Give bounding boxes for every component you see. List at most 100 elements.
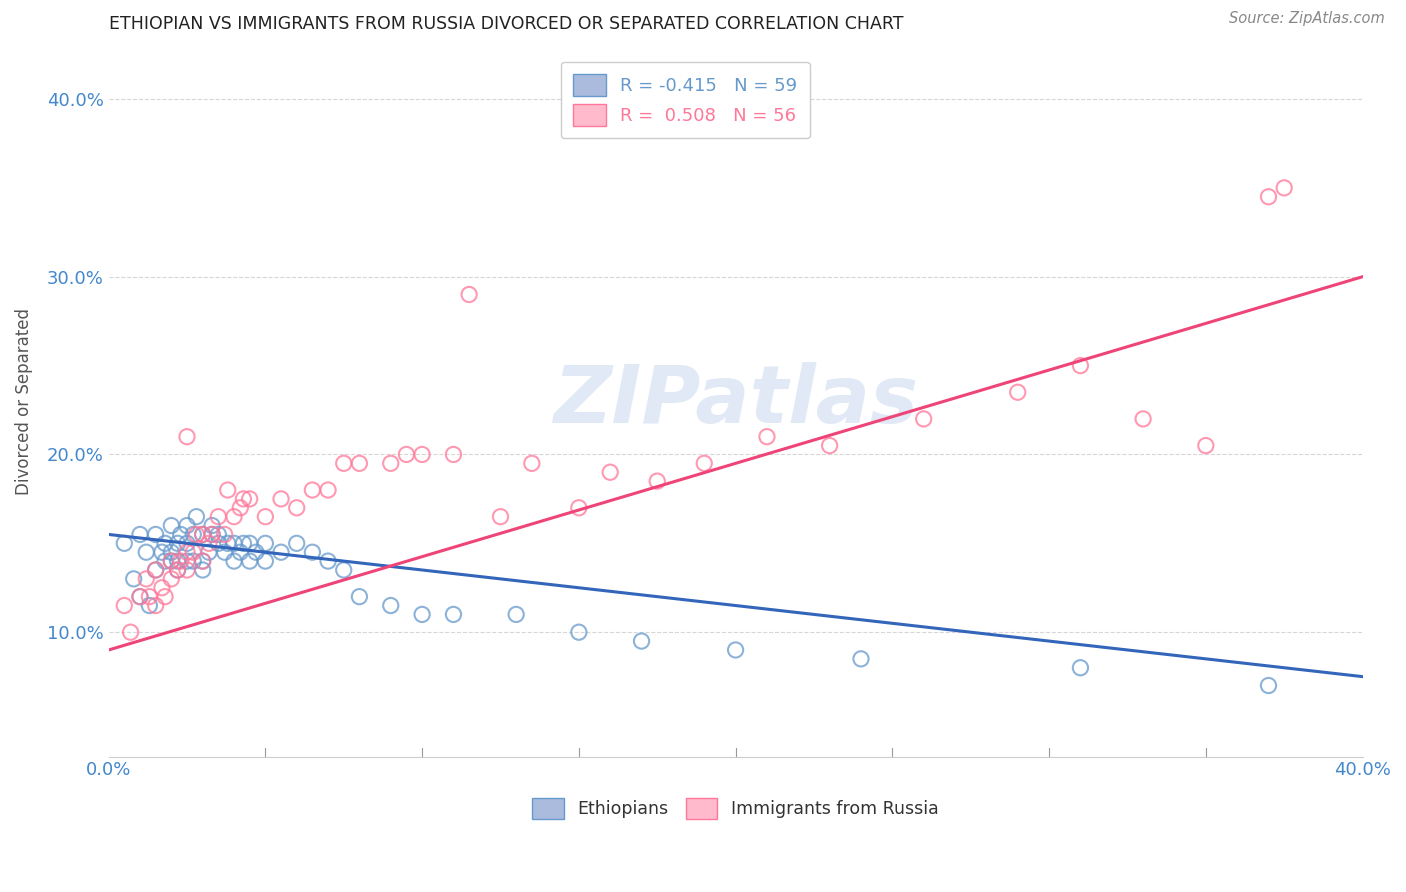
Point <box>153 536 176 550</box>
Point <box>443 607 465 622</box>
Point <box>316 483 339 497</box>
Point <box>217 536 239 550</box>
Point <box>150 581 173 595</box>
Point <box>214 527 236 541</box>
Point <box>229 500 252 515</box>
Point <box>332 456 354 470</box>
Point <box>222 554 245 568</box>
Point <box>176 545 198 559</box>
Point <box>239 554 262 568</box>
Point <box>186 509 208 524</box>
Point <box>191 527 214 541</box>
Point <box>201 518 224 533</box>
Point <box>724 643 747 657</box>
Point <box>145 599 167 613</box>
Point <box>145 527 167 541</box>
Point <box>201 527 224 541</box>
Point <box>349 456 371 470</box>
Point <box>181 527 204 541</box>
Point <box>186 527 208 541</box>
Point <box>166 563 188 577</box>
Point <box>245 545 267 559</box>
Point <box>229 545 252 559</box>
Point <box>316 554 339 568</box>
Point <box>755 430 778 444</box>
Legend: Ethiopians, Immigrants from Russia: Ethiopians, Immigrants from Russia <box>526 791 946 826</box>
Point <box>1195 439 1218 453</box>
Point <box>160 518 183 533</box>
Point <box>443 447 465 461</box>
Point <box>191 554 214 568</box>
Point <box>207 509 229 524</box>
Point <box>630 634 652 648</box>
Point <box>160 554 183 568</box>
Point <box>135 545 157 559</box>
Point <box>150 545 173 559</box>
Point <box>135 572 157 586</box>
Point <box>222 509 245 524</box>
Point <box>411 607 433 622</box>
Point <box>170 554 193 568</box>
Point <box>1272 181 1295 195</box>
Point <box>217 483 239 497</box>
Point <box>645 474 668 488</box>
Point <box>1007 385 1029 400</box>
Point <box>849 652 872 666</box>
Text: ETHIOPIAN VS IMMIGRANTS FROM RUSSIA DIVORCED OR SEPARATED CORRELATION CHART: ETHIOPIAN VS IMMIGRANTS FROM RUSSIA DIVO… <box>108 15 903 33</box>
Point <box>458 287 481 301</box>
Point <box>411 447 433 461</box>
Point <box>270 491 292 506</box>
Point <box>145 563 167 577</box>
Point <box>693 456 716 470</box>
Point <box>1257 190 1279 204</box>
Point <box>1132 412 1154 426</box>
Point <box>181 545 204 559</box>
Point <box>176 518 198 533</box>
Point <box>181 554 204 568</box>
Point <box>166 536 188 550</box>
Point <box>191 563 214 577</box>
Point <box>138 599 160 613</box>
Point <box>301 483 323 497</box>
Point <box>254 536 277 550</box>
Point <box>166 554 188 568</box>
Point <box>112 536 135 550</box>
Text: ZIPatlas: ZIPatlas <box>553 362 918 440</box>
Text: Source: ZipAtlas.com: Source: ZipAtlas.com <box>1229 11 1385 26</box>
Y-axis label: Divorced or Separated: Divorced or Separated <box>15 308 32 495</box>
Point <box>301 545 323 559</box>
Point <box>191 527 214 541</box>
Point <box>112 599 135 613</box>
Point <box>270 545 292 559</box>
Point <box>380 599 402 613</box>
Point <box>232 536 254 550</box>
Point <box>160 554 183 568</box>
Point <box>1257 679 1279 693</box>
Point <box>201 527 224 541</box>
Point <box>818 439 841 453</box>
Point <box>1069 359 1091 373</box>
Point <box>176 430 198 444</box>
Point <box>145 563 167 577</box>
Point <box>198 536 221 550</box>
Point <box>395 447 418 461</box>
Point <box>129 590 152 604</box>
Point <box>214 545 236 559</box>
Point <box>129 590 152 604</box>
Point <box>138 590 160 604</box>
Point <box>568 625 591 640</box>
Point <box>166 563 188 577</box>
Point <box>198 545 221 559</box>
Point <box>489 509 512 524</box>
Point <box>599 465 621 479</box>
Point <box>120 625 142 640</box>
Point <box>285 500 308 515</box>
Point <box>332 563 354 577</box>
Point <box>170 527 193 541</box>
Point <box>520 456 543 470</box>
Point <box>239 536 262 550</box>
Point <box>129 527 152 541</box>
Point <box>122 572 145 586</box>
Point <box>207 527 229 541</box>
Point <box>349 590 371 604</box>
